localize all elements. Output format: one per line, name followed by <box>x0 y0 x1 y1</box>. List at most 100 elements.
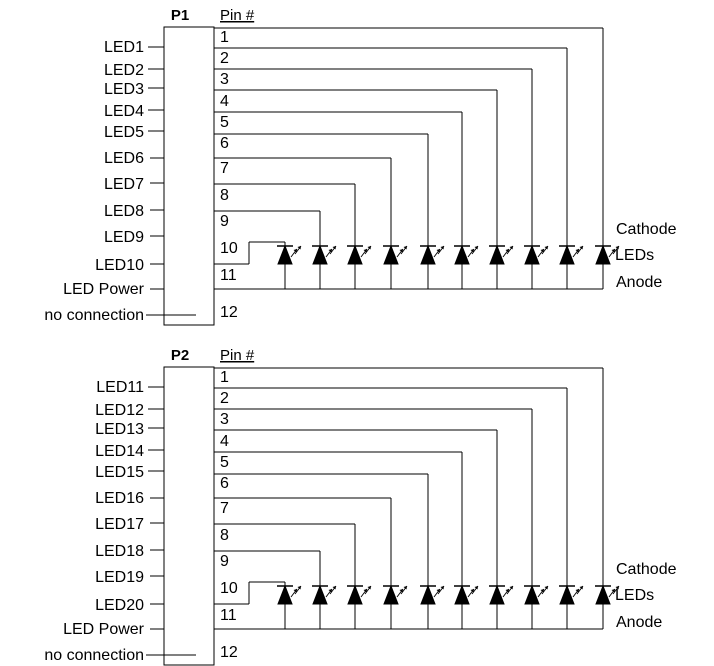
light-ray-arrow <box>615 246 619 250</box>
led-diode-icon <box>454 244 479 289</box>
pin-number: 12 <box>220 644 238 661</box>
anode-label: Anode <box>616 274 662 291</box>
light-ray-arrow <box>540 249 544 253</box>
light-ray-arrow <box>403 246 407 250</box>
pin-row: LED19 9 <box>95 553 229 586</box>
pin-number: 8 <box>220 527 229 544</box>
pin-number: 1 <box>220 369 229 386</box>
pin-number: 11 <box>220 267 237 284</box>
pin-row: LED1 1 <box>104 29 229 56</box>
pin-row: LED7 7 <box>104 160 229 193</box>
pin-row: LED2 2 <box>104 50 229 79</box>
diode-triangle <box>420 244 436 265</box>
signal-label: LED19 <box>95 569 144 586</box>
pin-number: 3 <box>220 71 229 88</box>
light-ray-arrow <box>328 249 332 253</box>
signal-label: LED3 <box>104 81 144 98</box>
diode-triangle <box>489 584 505 605</box>
light-ray-arrow <box>470 249 474 253</box>
pin-row: LED5 5 <box>104 114 229 141</box>
pin-column-header: Pin # <box>220 7 255 24</box>
light-ray-arrow <box>332 586 336 590</box>
pin-row: LED17 7 <box>95 500 229 533</box>
diode-triangle <box>347 584 363 605</box>
pin-row: LED14 4 <box>95 433 229 460</box>
pin-row: LED4 4 <box>104 93 229 120</box>
led-diode-icon <box>595 584 620 629</box>
pin-number: 9 <box>220 553 229 570</box>
led-diode-icon <box>347 584 372 629</box>
light-ray-arrow <box>436 249 440 253</box>
connector-body <box>163 366 215 666</box>
pin-row: LED8 8 <box>104 187 229 220</box>
signal-label: LED4 <box>104 103 144 120</box>
led-diode-icon <box>277 584 302 629</box>
pin-column-header: Pin # <box>220 347 255 364</box>
signal-label: LED Power <box>63 281 145 298</box>
signal-label: LED16 <box>95 490 144 507</box>
signal-label: LED20 <box>95 597 144 614</box>
diode-triangle <box>277 584 293 605</box>
light-ray-arrow <box>544 246 548 250</box>
signal-label: no connection <box>44 307 144 324</box>
diode-triangle <box>595 584 611 605</box>
pin-row: LED10 10 <box>95 240 238 274</box>
pin-number: 5 <box>220 454 229 471</box>
led-array <box>277 584 620 629</box>
pin-row: LED13 3 <box>95 411 229 438</box>
led-diode-icon <box>383 244 408 289</box>
led-diode-icon <box>277 244 302 289</box>
led-diode-icon <box>383 584 408 629</box>
light-ray-arrow <box>332 246 336 250</box>
signal-label: LED14 <box>95 443 144 460</box>
signal-label: LED11 <box>96 379 144 396</box>
led-diode-icon <box>524 584 549 629</box>
light-ray-arrow <box>440 246 444 250</box>
light-ray-arrow <box>328 589 332 593</box>
light-ray-arrow <box>367 246 371 250</box>
pin-row: LED6 6 <box>104 135 229 167</box>
signal-label: LED Power <box>63 621 145 638</box>
pin-row: LED16 6 <box>95 475 229 507</box>
led-diode-icon <box>489 244 514 289</box>
leds-label: LEDs <box>615 587 654 604</box>
signal-label: LED18 <box>95 543 144 560</box>
signal-label: LED17 <box>95 516 144 533</box>
diode-triangle <box>420 584 436 605</box>
diode-triangle <box>559 584 575 605</box>
diode-triangle <box>312 244 328 265</box>
pin-number: 5 <box>220 114 229 131</box>
pin-row: LED Power 11 <box>63 267 237 298</box>
pin-number: 12 <box>220 304 238 321</box>
light-ray-arrow <box>575 249 579 253</box>
pin-number: 4 <box>220 433 229 450</box>
signal-label: LED8 <box>104 203 144 220</box>
light-ray-arrow <box>474 586 478 590</box>
light-ray-arrow <box>474 246 478 250</box>
pin-number: 9 <box>220 213 229 230</box>
light-ray-arrow <box>540 589 544 593</box>
pin-number: 6 <box>220 135 229 152</box>
diode-triangle <box>347 244 363 265</box>
pin-number: 2 <box>220 50 229 67</box>
signal-label: LED15 <box>95 464 144 481</box>
led-diode-icon <box>524 244 549 289</box>
led-diode-icon <box>595 244 620 289</box>
leds-label: LEDs <box>615 247 654 264</box>
light-ray-arrow <box>436 589 440 593</box>
connector-title: P1 <box>171 7 189 24</box>
pin-list: LED1 1 LED2 2 LED3 3 LED4 4 LED5 5 LED6 6 LED7 7 LED8 8… <box>44 29 238 324</box>
diode-triangle <box>559 244 575 265</box>
light-ray-arrow <box>505 589 509 593</box>
pin-row: LED11 1 <box>96 369 229 396</box>
led-diode-icon <box>489 584 514 629</box>
pin-row: LED12 2 <box>95 390 229 419</box>
signal-label: LED10 <box>95 257 144 274</box>
light-ray-arrow <box>544 586 548 590</box>
signal-label: LED1 <box>104 39 144 56</box>
led-diode-icon <box>454 584 479 629</box>
pin-number: 7 <box>220 160 229 177</box>
signal-label: LED13 <box>95 421 144 438</box>
diode-triangle <box>595 244 611 265</box>
